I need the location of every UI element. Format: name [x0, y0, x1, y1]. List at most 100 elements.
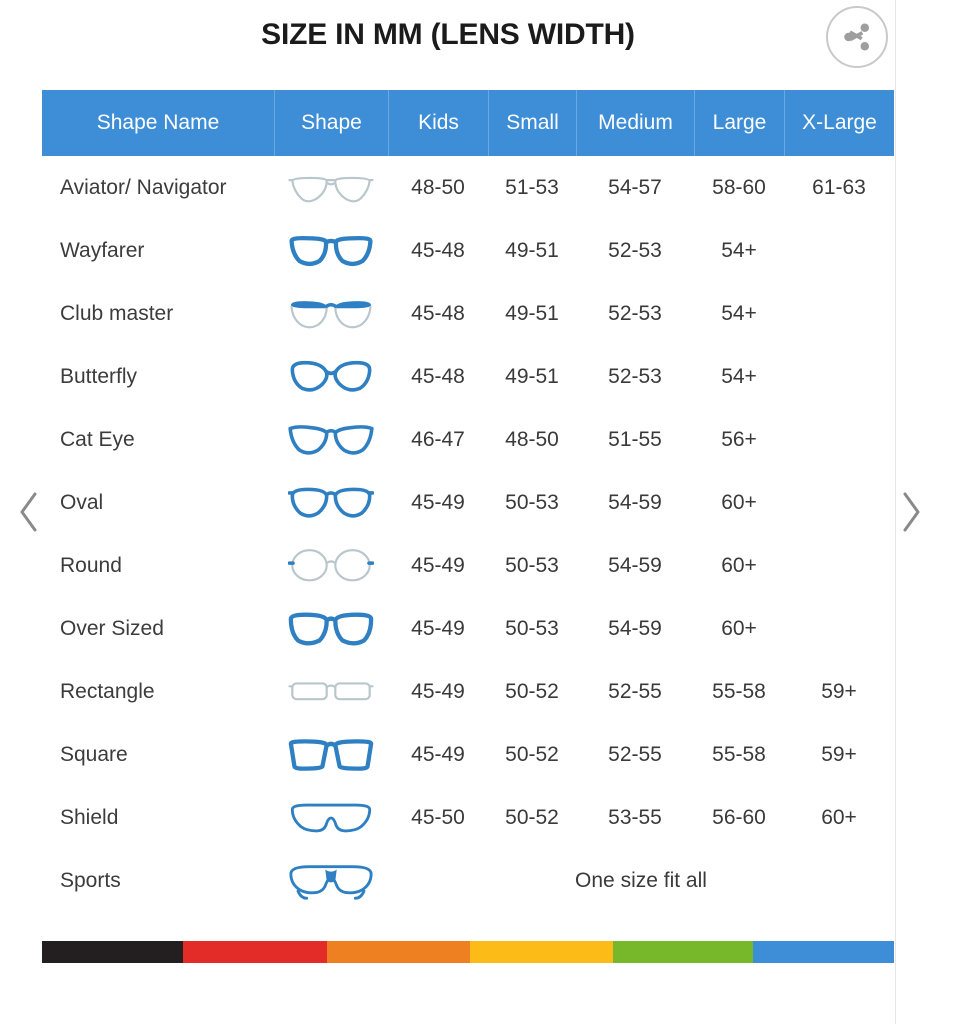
cell-small: 51-53 — [505, 175, 559, 199]
cell-shape-name: Rectangle — [60, 679, 155, 703]
cell-medium: 51-55 — [608, 427, 662, 451]
cell-small: 49-51 — [505, 364, 559, 388]
aviator-glasses-icon — [274, 156, 388, 219]
cell-small: 48-50 — [505, 427, 559, 451]
table-row: Club master 45-48 49-51 52-53 54+ — [42, 282, 894, 345]
color-swatch — [469, 941, 613, 963]
cell-shape-name: Butterfly — [60, 364, 138, 388]
sports-glasses-icon — [274, 849, 388, 912]
cell-kids: 45-49 — [411, 742, 465, 766]
column-header-large: Large — [694, 90, 784, 156]
cell-medium: 54-57 — [608, 175, 662, 199]
cell-xlarge: 59+ — [821, 679, 857, 703]
cell-xlarge: 61-63 — [812, 175, 866, 199]
column-header-x-large: X-Large — [784, 90, 894, 156]
table-row: Round 45-49 50-53 54-59 60+ — [42, 534, 894, 597]
cell-medium: 54-59 — [608, 490, 662, 514]
cell-kids: 45-48 — [411, 301, 465, 325]
cell-shape-name: Club master — [60, 301, 174, 325]
cell-kids: 45-48 — [411, 364, 465, 388]
cell-xlarge: 59+ — [821, 742, 857, 766]
cell-xlarge: 60+ — [821, 805, 857, 829]
color-bar — [42, 941, 894, 963]
cell-small: 50-53 — [505, 490, 559, 514]
table-row: Shield 45-50 50-52 53-55 56-60 60+ — [42, 786, 894, 849]
share-button[interactable] — [826, 6, 888, 68]
cell-one-size-note: One size fit all — [575, 868, 707, 892]
cell-kids: 45-48 — [411, 238, 465, 262]
oval-glasses-icon — [274, 471, 388, 534]
table-row: Square 45-49 50-52 52-55 55-58 59+ — [42, 723, 894, 786]
table-row-sports: Sports One size fit all — [42, 849, 894, 912]
cell-small: 50-52 — [505, 679, 559, 703]
cell-shape-name: Oval — [60, 490, 104, 514]
column-header-shape-name: Shape Name — [96, 111, 220, 134]
column-header-small: Small — [488, 90, 576, 156]
color-swatch — [753, 941, 894, 963]
cell-medium: 54-59 — [608, 616, 662, 640]
table-header-row: Shape Name Shape Kids Small Medium Large… — [42, 90, 894, 156]
wayfarer-glasses-icon — [274, 219, 388, 282]
share-icon — [840, 20, 874, 54]
rectangle-glasses-icon — [274, 660, 388, 723]
table-row: Cat Eye 46-47 48-50 51-55 56+ — [42, 408, 894, 471]
cell-kids: 45-49 — [411, 616, 465, 640]
table-row: Over Sized 45-49 50-53 54-59 60+ — [42, 597, 894, 660]
cell-large: 60+ — [721, 616, 757, 640]
cell-large: 60+ — [721, 490, 757, 514]
color-swatch — [183, 941, 327, 963]
cell-shape-name: Sports — [60, 868, 121, 892]
cell-shape-name: Over Sized — [60, 616, 164, 640]
cell-small: 50-53 — [505, 616, 559, 640]
table-row: Rectangle 45-49 50-52 52-55 55-58 59+ — [42, 660, 894, 723]
chevron-right-icon — [899, 490, 923, 534]
round-glasses-icon — [274, 534, 388, 597]
cateye-glasses-icon — [274, 408, 388, 471]
chevron-left-icon — [17, 490, 41, 534]
cell-shape-name: Shield — [60, 805, 119, 829]
cell-kids: 45-50 — [411, 805, 465, 829]
table-body: Aviator/ Navigator 48-50 51-53 54-57 58-60 61… — [42, 156, 894, 912]
cell-large: 55-58 — [712, 742, 766, 766]
size-chart-table: Shape Name Shape Kids Small Medium Large… — [42, 90, 894, 912]
size-chart-card: SIZE IN MM (LENS WIDTH) Shape Name Shape… — [42, 0, 896, 1024]
table-row: Oval 45-49 50-53 54-59 60+ — [42, 471, 894, 534]
color-swatch — [42, 941, 184, 963]
cell-kids: 45-49 — [411, 679, 465, 703]
cell-medium: 54-59 — [608, 553, 662, 577]
square-glasses-icon — [274, 723, 388, 786]
cell-small: 49-51 — [505, 238, 559, 262]
cell-large: 54+ — [721, 364, 757, 388]
cell-shape-name: Cat Eye — [60, 427, 135, 451]
color-swatch — [612, 941, 754, 963]
shield-glasses-icon — [274, 786, 388, 849]
cell-kids: 45-49 — [411, 490, 465, 514]
cell-small: 50-53 — [505, 553, 559, 577]
prev-arrow-button[interactable] — [6, 482, 52, 542]
table-row: Butterfly 45-48 49-51 52-53 54+ — [42, 345, 894, 408]
next-arrow-button[interactable] — [888, 482, 934, 542]
table-row: Aviator/ Navigator 48-50 51-53 54-57 58-60 61… — [42, 156, 894, 219]
cell-large: 60+ — [721, 553, 757, 577]
cell-kids: 45-49 — [411, 553, 465, 577]
cell-large: 55-58 — [712, 679, 766, 703]
cell-shape-name: Aviator/ Navigator — [60, 175, 227, 199]
color-swatch — [326, 941, 470, 963]
cell-small: 49-51 — [505, 301, 559, 325]
cell-shape-name: Round — [60, 553, 122, 577]
cell-medium: 52-53 — [608, 364, 662, 388]
cell-kids: 46-47 — [411, 427, 465, 451]
cell-medium: 52-55 — [608, 742, 662, 766]
column-header-kids: Kids — [388, 90, 488, 156]
cell-small: 50-52 — [505, 742, 559, 766]
cell-large: 56-60 — [712, 805, 766, 829]
butterfly-glasses-icon — [274, 345, 388, 408]
cell-medium: 53-55 — [608, 805, 662, 829]
clubmaster-glasses-icon — [274, 282, 388, 345]
cell-small: 50-52 — [505, 805, 559, 829]
page-title: SIZE IN MM (LENS WIDTH) — [261, 18, 635, 51]
cell-shape-name: Wayfarer — [60, 238, 145, 262]
cell-medium: 52-53 — [608, 238, 662, 262]
cell-large: 54+ — [721, 301, 757, 325]
cell-shape-name: Square — [60, 742, 128, 766]
